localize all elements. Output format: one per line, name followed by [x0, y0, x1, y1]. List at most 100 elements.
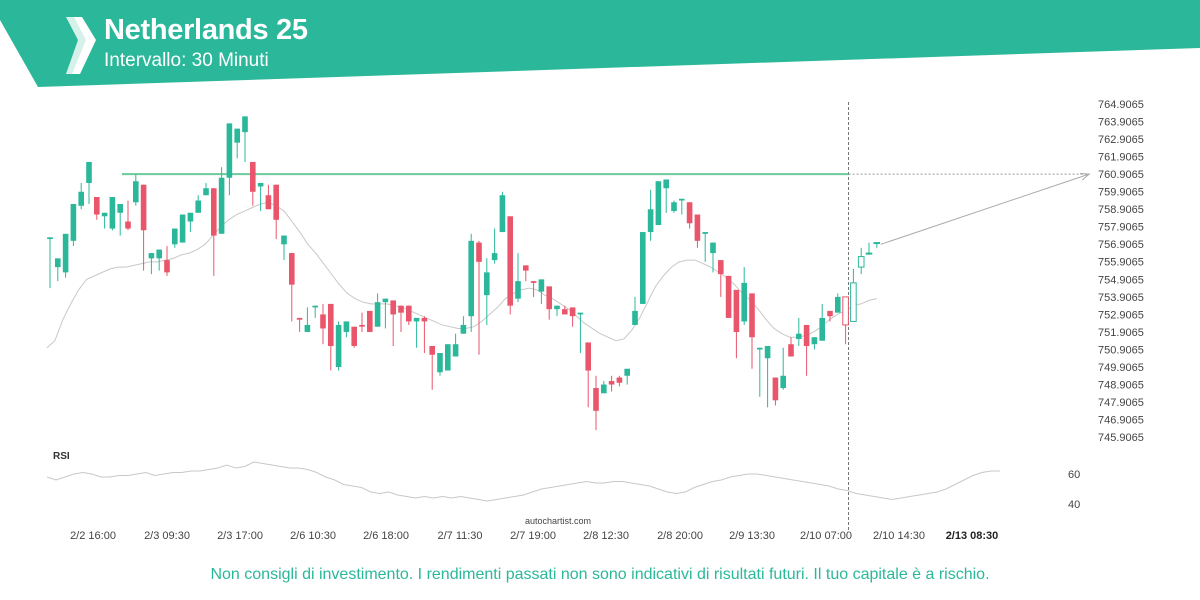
- candle-body: [94, 197, 100, 215]
- candle-body: [749, 293, 755, 338]
- watermark: autochartist.com: [525, 516, 591, 526]
- header-band-shape: [0, 0, 1200, 87]
- candle-body: [679, 198, 685, 201]
- candle-body: [842, 296, 849, 326]
- candle-body: [733, 289, 740, 332]
- price-tick-label: 762.9065: [1098, 134, 1144, 146]
- candle-body: [569, 307, 576, 317]
- candle-body: [608, 381, 615, 385]
- price-tick-label: 754.9065: [1098, 274, 1144, 286]
- candle-body: [101, 212, 108, 217]
- price-tick-label: 756.9065: [1098, 239, 1144, 251]
- time-tick-label: 2/7 19:00: [510, 530, 556, 542]
- candle-body: [616, 377, 623, 383]
- candle-body: [195, 200, 201, 213]
- candle-body: [624, 368, 630, 376]
- candle-body: [671, 202, 677, 212]
- candle-body: [593, 388, 599, 411]
- candle-body: [265, 195, 272, 210]
- time-tick-label: 2/3 17:00: [217, 530, 263, 542]
- price-chart: 764.9065 763.9065 762.9065 761.9065 760.9065…: [46, 99, 1144, 542]
- candle-body: [632, 310, 638, 325]
- price-tick-label: 761.9065: [1098, 152, 1144, 164]
- candle-body: [226, 123, 233, 178]
- candle-body: [476, 242, 482, 262]
- rsi-label: RSI: [53, 451, 70, 462]
- candle-body: [515, 281, 521, 299]
- candle-body: [757, 347, 763, 350]
- candle-body: [234, 128, 240, 143]
- candle-body: [312, 305, 318, 308]
- projection-arrow: [880, 173, 1090, 245]
- candle-body: [530, 281, 537, 283]
- candle-body: [865, 252, 873, 255]
- candle-body: [273, 184, 279, 220]
- candle-body: [281, 235, 287, 245]
- price-tick-label: 745.9065: [1098, 432, 1144, 444]
- candle-body: [640, 232, 646, 304]
- candle-body: [484, 272, 490, 296]
- candle-body: [62, 233, 69, 273]
- candle-body: [827, 310, 833, 317]
- candle-body: [343, 321, 350, 332]
- time-tick-label: 2/2 16:00: [70, 530, 116, 542]
- chart-subtitle: Intervallo: 30 Minuti: [104, 50, 269, 71]
- candle-body: [47, 237, 53, 240]
- price-tick-label: 758.9065: [1098, 204, 1144, 216]
- candle-body: [460, 324, 467, 334]
- candle-body: [140, 184, 147, 231]
- candle-body: [780, 375, 786, 389]
- candle-body: [179, 214, 186, 243]
- time-tick-label: 2/6 18:00: [363, 530, 409, 542]
- candle-body: [421, 317, 428, 322]
- price-tick-label: 751.9065: [1098, 327, 1144, 339]
- candle-body: [55, 258, 61, 268]
- candle-body: [546, 286, 552, 310]
- candle-body: [694, 214, 701, 241]
- candle-body: [359, 324, 365, 327]
- candle-body: [601, 384, 607, 394]
- candle-body: [335, 324, 342, 368]
- candle-body: [819, 317, 825, 341]
- candle-body: [156, 249, 162, 259]
- candle-body: [172, 228, 178, 245]
- candle-body: [70, 204, 77, 241]
- candle-body: [491, 253, 498, 261]
- candle-body: [857, 256, 865, 268]
- rsi-tick-label: 40: [1068, 499, 1080, 511]
- time-tick-label: 2/3 09:30: [144, 530, 190, 542]
- candle-body: [772, 377, 779, 401]
- rsi-line: [46, 461, 1000, 502]
- candle-body: [811, 337, 818, 345]
- candle-body: [304, 324, 311, 332]
- candle-body: [187, 212, 194, 222]
- candle-body: [554, 305, 560, 310]
- candle-body: [164, 260, 170, 273]
- candle-body: [125, 221, 131, 229]
- candle-body: [242, 116, 248, 133]
- time-tick-label: 2/7 11:30: [437, 530, 482, 542]
- price-tick-label: 760.9065: [1098, 169, 1144, 181]
- price-tick-label: 753.9065: [1098, 292, 1144, 304]
- candle-body: [702, 232, 708, 234]
- chart-title: Netherlands 25: [104, 14, 308, 46]
- candle-body: [374, 302, 381, 327]
- candle-body: [803, 324, 810, 346]
- candle-body: [406, 305, 412, 322]
- candle-body: [796, 333, 802, 339]
- header-band: [0, 0, 1200, 90]
- candle-body: [109, 197, 116, 229]
- candle-body: [452, 344, 459, 357]
- candle-body: [437, 352, 443, 373]
- candle-body: [562, 309, 568, 315]
- candle-body: [367, 310, 373, 332]
- candle-body: [78, 191, 84, 206]
- candle-body: [663, 179, 669, 189]
- candle-body: [320, 314, 326, 329]
- price-tick-label: 752.9065: [1098, 309, 1144, 321]
- time-tick-label: 2/10 07:00: [800, 530, 852, 542]
- candle-body: [710, 242, 716, 254]
- candle-body: [577, 312, 584, 315]
- candle-body: [507, 216, 513, 306]
- time-tick-label: 2/10 14:30: [873, 530, 925, 542]
